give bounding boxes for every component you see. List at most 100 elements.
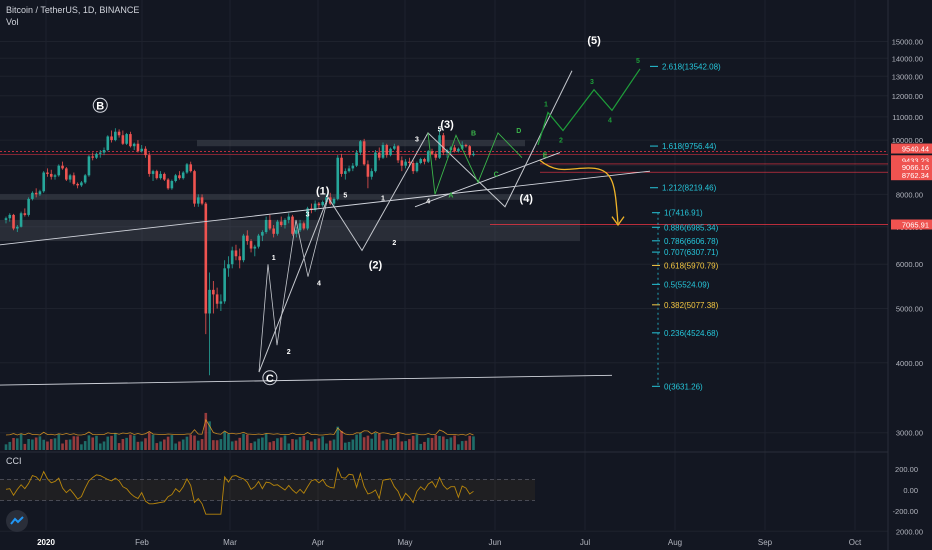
volume-bar — [381, 440, 385, 450]
fib-label: 0.886(6985.34) — [664, 223, 719, 232]
price-label-bg — [891, 143, 932, 154]
price-label-bg — [891, 161, 932, 172]
trendline — [0, 374, 613, 386]
time-tick: Jun — [489, 538, 502, 547]
volume-bar — [389, 439, 392, 450]
volume-bar — [151, 434, 155, 450]
volume-bar — [340, 430, 343, 450]
candle — [302, 223, 306, 229]
price-label: 9066.16 — [902, 163, 929, 172]
candle — [340, 157, 343, 174]
candle — [61, 165, 64, 169]
fib-label: 0.707(6307.71) — [664, 248, 719, 257]
volume-bar — [434, 435, 438, 450]
volume-bar — [80, 444, 83, 450]
candle — [200, 197, 204, 204]
fib-label: 0.382(5077.38) — [664, 301, 719, 310]
candle — [272, 228, 275, 234]
candle — [42, 172, 45, 192]
candle — [347, 168, 351, 172]
volume-bar — [374, 432, 377, 450]
candle — [287, 216, 291, 220]
candle — [19, 213, 23, 227]
candle — [336, 157, 340, 199]
volume-bar — [396, 432, 400, 450]
candle — [31, 192, 34, 199]
volume-bar — [298, 437, 302, 450]
price-label: 9540.44 — [902, 145, 929, 154]
candlestick-series — [4, 128, 475, 376]
fib-label: 0(3631.26) — [664, 382, 703, 391]
candle — [151, 171, 155, 174]
candle — [230, 250, 234, 265]
fib-label: 0.618(5970.79) — [664, 261, 719, 270]
abcde-label: C — [494, 172, 499, 179]
abcde-label: D — [516, 128, 521, 135]
candle — [102, 149, 106, 153]
volume-bar — [166, 436, 170, 450]
candle — [464, 144, 468, 147]
wave-label: 3 — [415, 136, 419, 143]
volume-bar — [294, 439, 298, 450]
price-label: 8762.34 — [902, 171, 929, 180]
volume-bar — [83, 441, 87, 450]
green-wave-label: 2 — [559, 138, 563, 145]
candle — [264, 219, 268, 233]
price-label-bg — [891, 155, 932, 166]
volume-bar — [287, 443, 291, 450]
volume-label: Vol — [6, 17, 19, 27]
volume-bar — [76, 436, 79, 450]
volume-bar — [430, 437, 434, 450]
volume-bar — [95, 435, 98, 450]
candle — [472, 153, 475, 156]
volume-bar — [359, 433, 362, 450]
candle — [377, 152, 381, 158]
volume-ma-line — [5, 418, 474, 436]
fib-label: 0.236(4524.68) — [664, 329, 719, 338]
candle — [453, 147, 456, 152]
volume-bar — [366, 435, 370, 450]
volume-bar — [46, 441, 49, 450]
candle — [261, 232, 264, 236]
volume-bar — [449, 437, 453, 450]
wave-label: (4) — [520, 193, 534, 205]
wave-label: 2 — [287, 349, 291, 356]
volume-bar — [200, 439, 204, 450]
volume-bar — [419, 443, 422, 450]
candle — [34, 192, 38, 195]
candle — [283, 219, 287, 226]
wave-label: B — [96, 100, 104, 112]
volume-bar — [144, 438, 147, 450]
volume-bar — [257, 438, 260, 450]
wave-label: 4 — [317, 280, 321, 287]
candle — [4, 218, 8, 220]
volume-bar — [355, 434, 358, 450]
time-tick: Apr — [312, 538, 325, 547]
candle — [147, 155, 151, 174]
candle — [129, 134, 132, 147]
candle — [268, 219, 272, 229]
volume-bar — [404, 441, 407, 450]
volume-bar — [253, 441, 257, 450]
symbol-title[interactable]: Bitcoin / TetherUS, 1D, BINANCE — [6, 5, 140, 15]
wave-label: 2 — [392, 240, 396, 247]
tradingview-logo-icon[interactable] — [6, 510, 28, 532]
wave-label: (1) — [316, 185, 330, 197]
candle — [396, 146, 400, 161]
candle — [49, 173, 53, 177]
volume-bar — [219, 439, 223, 450]
candle — [238, 256, 242, 261]
wave-circle-icon — [92, 97, 108, 113]
wave-label: 3 — [306, 212, 310, 219]
volume-bar — [370, 438, 373, 450]
volume-bar — [261, 437, 264, 450]
volume-bar — [472, 436, 475, 450]
candle — [434, 153, 438, 158]
candle — [457, 148, 460, 152]
candle — [242, 235, 245, 261]
volume-bar — [351, 439, 355, 450]
price-tick: 12000.00 — [892, 92, 923, 101]
candle — [460, 144, 464, 149]
candle — [95, 153, 98, 158]
